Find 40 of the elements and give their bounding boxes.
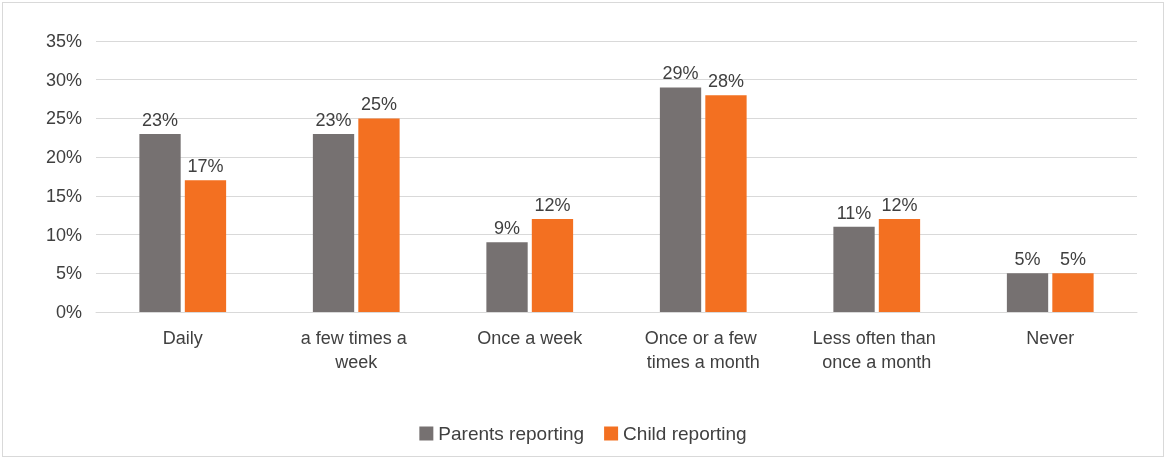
legend-label: Parents reporting (438, 423, 585, 444)
data-label: 12% (534, 195, 571, 216)
y-tick-label: 35% (45, 31, 82, 51)
bar (312, 133, 355, 312)
bar (833, 226, 875, 312)
data-label: 25% (360, 94, 397, 115)
y-tick-label: 0% (55, 302, 82, 322)
bar (184, 180, 227, 312)
y-tick-label: 10% (45, 224, 82, 245)
y-tick-label: 30% (45, 69, 82, 90)
data-label: 23% (315, 109, 352, 130)
bar (878, 219, 921, 312)
bar (358, 118, 400, 312)
y-tick-label: 15% (45, 185, 82, 206)
data-label: 11% (836, 202, 872, 223)
bar (486, 242, 528, 312)
data-label: 12% (881, 195, 918, 216)
legend-label: Child reporting (623, 423, 747, 444)
data-label: 9% (494, 218, 521, 239)
x-tick-label: Never (1026, 328, 1075, 348)
data-label: 17% (187, 156, 224, 177)
bar (659, 87, 702, 312)
data-label: 5% (1059, 249, 1086, 270)
y-tick-label: 5% (55, 263, 82, 284)
bar (139, 133, 181, 312)
bar (531, 219, 574, 312)
bar (1052, 273, 1094, 312)
data-label: 28% (707, 71, 744, 92)
data-label: 29% (662, 63, 699, 84)
x-tick-label: Daily (162, 328, 203, 348)
data-label: 5% (1014, 249, 1041, 270)
x-tick-label: Less often than once a month (812, 328, 941, 372)
data-label: 23% (142, 109, 179, 130)
x-tick-label: Once a week (477, 328, 584, 348)
x-tick-label: a few times a week (300, 328, 412, 372)
bar (1006, 273, 1049, 312)
bar (705, 95, 747, 312)
x-tick-label: Once or a few times a month (644, 328, 762, 372)
y-tick-label: 25% (45, 108, 82, 129)
y-tick-label: 20% (45, 147, 82, 168)
